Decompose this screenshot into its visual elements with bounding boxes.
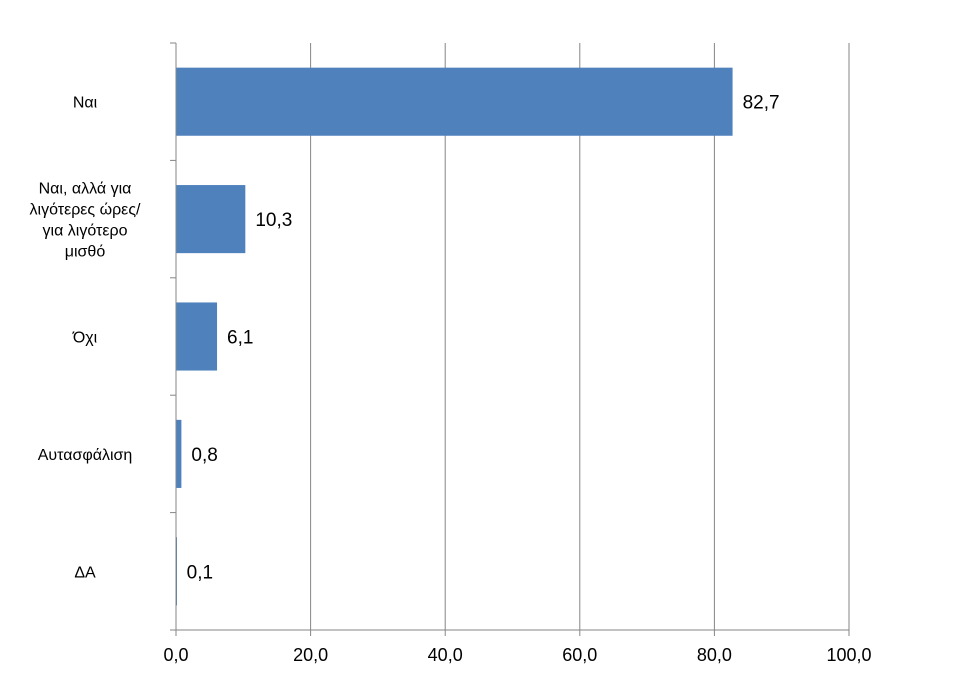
x-tick-label: 20,0 [293, 645, 328, 665]
category-label: Όχι [72, 330, 98, 347]
x-tick-label: 40,0 [428, 645, 463, 665]
data-labels: 82,7 10,3 6,1 0,8 0,1 [187, 93, 780, 584]
bars [176, 67, 733, 606]
x-tick-label: 0,0 [163, 645, 188, 665]
data-label: 0,1 [187, 562, 213, 583]
data-label: 6,1 [227, 328, 253, 349]
bar [176, 419, 182, 488]
x-tick-label: 60,0 [562, 645, 597, 665]
x-tick-labels: 0,0 20,0 40,0 60,0 80,0 100,0 [163, 645, 871, 665]
category-labels: Ναι Ναι, αλλά για λιγότερες ώρες/για λιγότ… [30, 95, 142, 582]
category-label: ΔΑ [74, 564, 96, 581]
x-tick-label: 100,0 [826, 645, 871, 665]
bar [176, 67, 733, 136]
x-tick-label: 80,0 [697, 645, 732, 665]
data-label: 82,7 [743, 93, 780, 114]
bar [176, 185, 246, 254]
category-label: Ναι, αλλά για λιγότερες ώρες/για λιγότερο… [30, 181, 142, 261]
category-label: Ναι [73, 95, 98, 112]
axes [170, 42, 850, 636]
category-label: Αυτασφάλιση [38, 447, 133, 464]
data-label: 0,8 [191, 445, 217, 466]
bar [176, 302, 218, 371]
gridlines [310, 43, 850, 630]
data-label: 10,3 [255, 210, 292, 231]
